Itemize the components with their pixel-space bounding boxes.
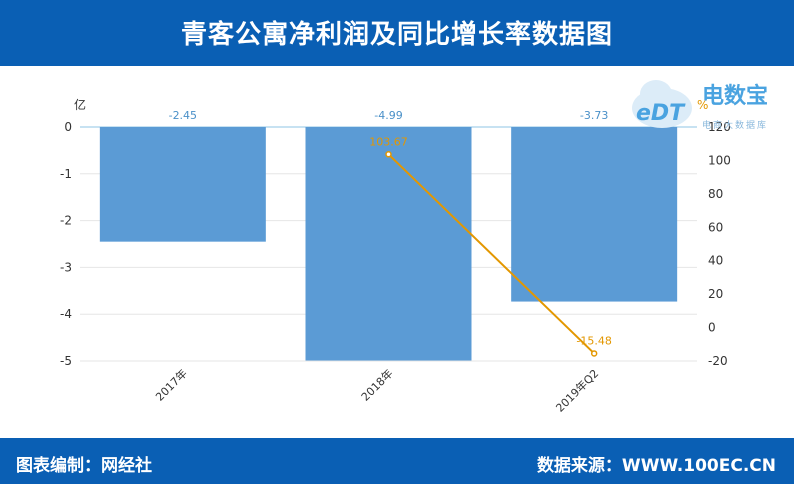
bar-data-label: -3.73 — [580, 109, 608, 122]
bar-data-label: -4.99 — [374, 109, 402, 122]
right-tick-label: 120 — [708, 120, 731, 134]
bar-data-label: -2.45 — [169, 109, 197, 122]
logo-sub: 电商大数据库 — [702, 121, 769, 131]
x-axis: 2017年 2018年 2019年Q2 — [152, 366, 601, 415]
line-data-label: -15.48 — [576, 334, 611, 347]
logo: eDT 电数宝 电商大数据库 — [626, 72, 792, 134]
bar-data-labels: -2.45 -4.99 -3.73 — [169, 109, 609, 122]
footer-source: 数据来源：WWW.100EC.CN — [536, 456, 776, 476]
logo-brand: 电数宝 — [702, 84, 769, 109]
right-tick-label: 0 — [708, 321, 716, 335]
right-tick-label: 40 — [708, 254, 723, 268]
line-point — [590, 350, 598, 357]
right-tick-label: 20 — [708, 287, 723, 301]
left-axis-unit: 亿 — [74, 97, 86, 112]
left-tick-label: -3 — [60, 260, 72, 274]
right-tick-label: 60 — [708, 220, 723, 234]
chart: 0 -1 -2 -3 -4 -5 120 100 80 60 40 20 0 -20 2017年 2018… — [60, 97, 731, 415]
left-tick-label: 0 — [64, 120, 72, 134]
line-series: 103.67 -15.48 — [369, 135, 612, 357]
left-axis: 0 -1 -2 -3 -4 -5 — [60, 120, 72, 368]
x-tick-label: 2019年Q2 — [553, 366, 602, 415]
cloud-logo-icon: eDT — [632, 80, 692, 128]
line-path — [387, 153, 595, 355]
bar — [99, 127, 266, 242]
footer-credit: 图表编制：网经社 — [16, 456, 152, 476]
bar — [511, 127, 678, 302]
left-tick-label: -4 — [60, 307, 72, 321]
left-tick-label: -1 — [60, 167, 72, 181]
left-tick-label: -2 — [60, 214, 72, 228]
bar — [305, 127, 472, 361]
right-tick-label: 80 — [708, 187, 723, 201]
left-tick-label: -5 — [60, 354, 72, 368]
x-tick-label: 2018年 — [358, 366, 395, 403]
page-title: 青客公寓净利润及同比增长率数据图 — [180, 20, 613, 50]
footer-bar: 图表编制：网经社 数据来源：WWW.100EC.CN — [0, 438, 794, 484]
right-tick-label: -20 — [708, 354, 728, 368]
logo-icon-text: eDT — [636, 101, 686, 126]
x-tick-label: 2017年 — [152, 366, 189, 403]
line-point — [385, 151, 392, 158]
bar-series — [99, 127, 678, 361]
right-axis: 120 100 80 60 40 20 0 -20 — [708, 120, 731, 368]
right-axis-unit: % — [697, 98, 708, 112]
header-bar: 青客公寓净利润及同比增长率数据图 — [0, 0, 794, 66]
right-tick-label: 100 — [708, 153, 731, 167]
line-data-label: 103.67 — [369, 135, 408, 148]
